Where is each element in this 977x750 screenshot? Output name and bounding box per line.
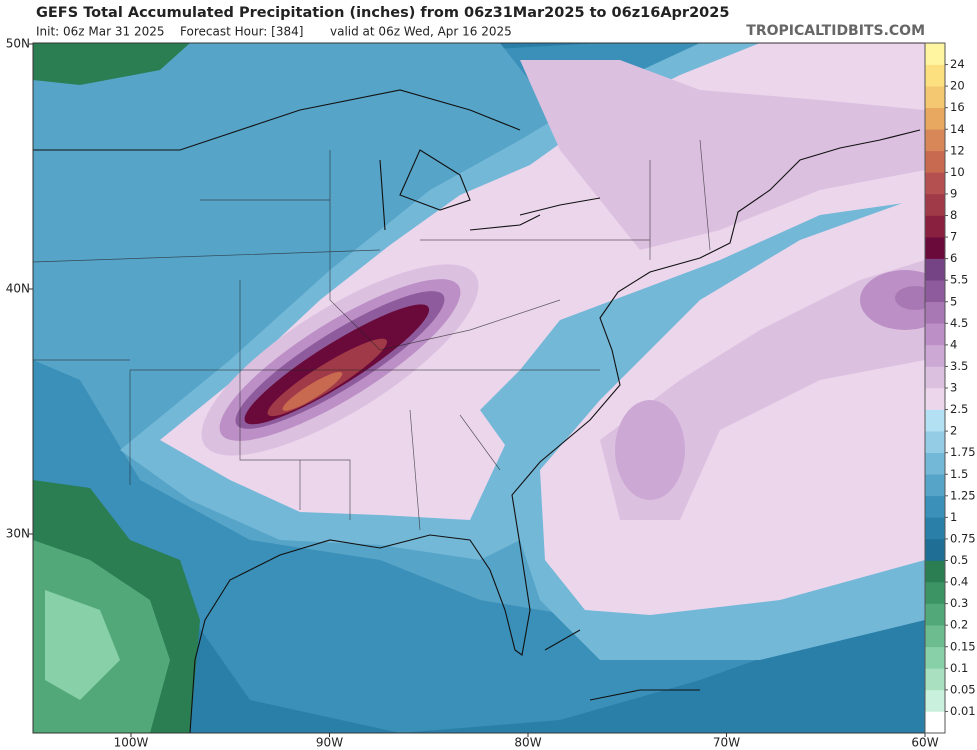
colorbar-segment bbox=[925, 150, 945, 173]
colorbar-segment bbox=[925, 582, 945, 604]
colorbar-label: 16 bbox=[950, 100, 965, 114]
colorbar-segment bbox=[925, 280, 945, 303]
colorbar-label: 12 bbox=[950, 143, 965, 157]
colorbar-label: 4 bbox=[950, 337, 957, 351]
colorbar-segment bbox=[925, 86, 945, 108]
colorbar-segment bbox=[925, 646, 945, 669]
colorbar-label: 6 bbox=[950, 251, 957, 265]
colorbar-segment bbox=[925, 517, 945, 540]
colorbar-label: 7 bbox=[950, 230, 957, 244]
colorbar-segment bbox=[925, 301, 945, 324]
colorbar-label: 10 bbox=[950, 165, 965, 179]
colorbar-label: 0.15 bbox=[950, 639, 976, 653]
colorbar-label: 14 bbox=[950, 122, 965, 136]
lat-label: 30N bbox=[6, 527, 30, 541]
colorbar-label: 1.25 bbox=[950, 488, 976, 502]
init: Init: 06z Mar 31 2025 bbox=[36, 25, 165, 39]
colorbar-segment bbox=[925, 64, 945, 87]
colorbar-label: 1.5 bbox=[950, 467, 968, 481]
colorbar-label: 8 bbox=[950, 208, 957, 222]
colorbar-label: 4.5 bbox=[950, 316, 968, 330]
colorbar-label: 5 bbox=[950, 294, 957, 308]
map bbox=[33, 43, 925, 733]
colorbar-label: 5.5 bbox=[950, 273, 968, 287]
colorbar-segment bbox=[925, 172, 945, 195]
lat-label: 50N bbox=[6, 37, 30, 51]
colorbar-segment bbox=[925, 388, 945, 410]
colorbar-label: 20 bbox=[950, 79, 965, 93]
lon-label: 60W bbox=[911, 736, 938, 750]
colorbar-segment bbox=[925, 495, 945, 518]
colorbar-segment bbox=[925, 366, 945, 389]
colorbar-segment bbox=[925, 603, 945, 626]
colorbar-segment bbox=[925, 474, 945, 497]
lon-label: 90W bbox=[316, 736, 343, 750]
title: GEFS Total Accumulated Precipitation (in… bbox=[36, 5, 729, 21]
colorbar-label: 24 bbox=[950, 57, 965, 71]
colorbar-segment bbox=[925, 431, 945, 453]
colorbar-segment bbox=[925, 215, 945, 238]
colorbar-label: 2 bbox=[950, 424, 957, 438]
lon-label: 100W bbox=[114, 736, 149, 750]
colorbar-label: 0.01 bbox=[950, 704, 976, 718]
colorbar-segment bbox=[925, 538, 945, 561]
colorbar-label: 0.05 bbox=[950, 682, 976, 696]
colorbar-label: 3.5 bbox=[950, 359, 968, 373]
colorbar-label: 2.5 bbox=[950, 402, 968, 416]
colorbar-label: 0.3 bbox=[950, 596, 968, 610]
colorbar-label: 3 bbox=[950, 381, 957, 395]
lon-label: 70W bbox=[713, 736, 740, 750]
colorbar-segment bbox=[925, 689, 945, 712]
colorbar-label: 1.75 bbox=[950, 445, 976, 459]
colorbar-segment bbox=[925, 107, 945, 130]
colorbar-label: 1 bbox=[950, 510, 957, 524]
source: TROPICALTIDBITS.COM bbox=[746, 23, 925, 39]
colorbar-segment bbox=[925, 237, 945, 259]
colorbar-segment bbox=[925, 711, 945, 734]
colorbar-segment bbox=[925, 193, 945, 216]
colorbar-segment bbox=[925, 560, 945, 583]
valid: valid at 06z Wed, Apr 16 2025 bbox=[330, 25, 512, 39]
colorbar-label: 0.2 bbox=[950, 618, 968, 632]
colorbar-label: 0.75 bbox=[950, 531, 976, 545]
colorbar-label: 9 bbox=[950, 186, 957, 200]
colorbar-segment bbox=[925, 258, 945, 281]
colorbar-label: 0.4 bbox=[950, 575, 968, 589]
colorbar-segment bbox=[925, 625, 945, 648]
colorbar-segment bbox=[925, 452, 945, 475]
colorbar-label: 0.5 bbox=[950, 553, 968, 567]
colorbar-segment bbox=[925, 323, 945, 346]
colorbar-segment bbox=[925, 129, 945, 152]
lon-label: 80W bbox=[514, 736, 541, 750]
colorbar-segment bbox=[925, 409, 945, 432]
colorbar-segment bbox=[925, 43, 945, 65]
colorbar-segment bbox=[925, 344, 945, 367]
lat-label: 40N bbox=[6, 282, 30, 296]
colorbar-label: 0.1 bbox=[950, 661, 968, 675]
colorbar-segment bbox=[925, 668, 945, 691]
forecast-hour: Forecast Hour: [384] bbox=[180, 25, 303, 39]
